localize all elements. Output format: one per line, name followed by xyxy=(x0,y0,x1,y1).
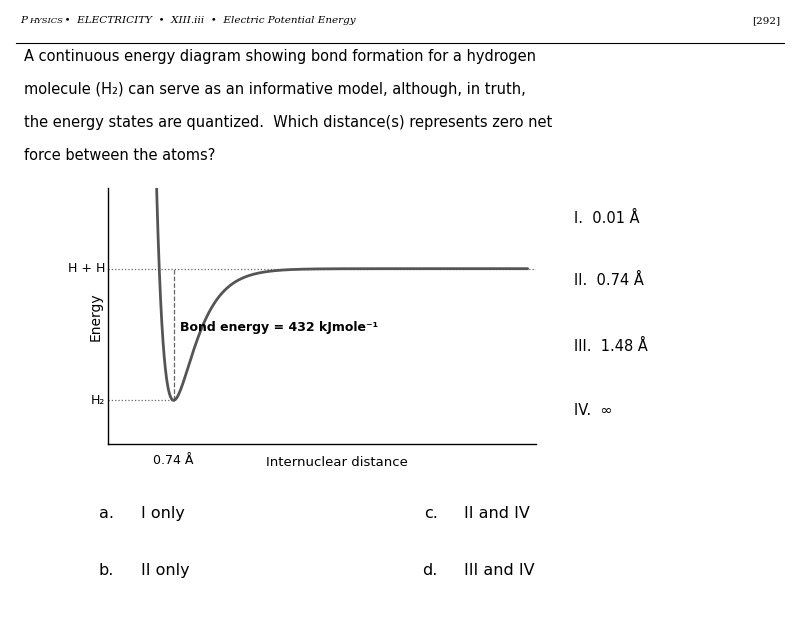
Text: H₂: H₂ xyxy=(91,394,106,407)
Text: III.  1.48 Å: III. 1.48 Å xyxy=(574,339,648,354)
Text: III and IV: III and IV xyxy=(464,563,534,578)
Text: H + H: H + H xyxy=(68,262,106,275)
Text: the energy states are quantized.  Which distance(s) represents zero net: the energy states are quantized. Which d… xyxy=(24,115,552,130)
Text: A continuous energy diagram showing bond formation for a hydrogen: A continuous energy diagram showing bond… xyxy=(24,49,536,64)
Text: II and IV: II and IV xyxy=(464,505,530,521)
Text: 0.74 Å: 0.74 Å xyxy=(154,453,194,466)
Text: II only: II only xyxy=(141,563,189,578)
Text: d.: d. xyxy=(422,563,438,578)
Text: I.  0.01 Å: I. 0.01 Å xyxy=(574,212,639,226)
Text: I only: I only xyxy=(141,505,185,521)
Text: a.: a. xyxy=(99,505,114,521)
Text: c.: c. xyxy=(424,505,438,521)
Text: HYSICS: HYSICS xyxy=(29,17,62,25)
Text: •  ELECTRICITY  •  XIII.iii  •  Electric Potential Energy: • ELECTRICITY • XIII.iii • Electric Pote… xyxy=(58,16,355,25)
Text: molecule (H₂) can serve as an informative model, although, in truth,: molecule (H₂) can serve as an informativ… xyxy=(24,82,526,97)
Text: [292]: [292] xyxy=(752,16,780,25)
Text: Internuclear distance: Internuclear distance xyxy=(266,456,408,469)
Text: b.: b. xyxy=(99,563,114,578)
Text: II.  0.74 Å: II. 0.74 Å xyxy=(574,273,644,288)
Text: P: P xyxy=(20,16,27,25)
Text: Bond energy = 432 kJmole⁻¹: Bond energy = 432 kJmole⁻¹ xyxy=(180,321,378,334)
Y-axis label: Energy: Energy xyxy=(89,292,102,341)
Text: force between the atoms?: force between the atoms? xyxy=(24,148,215,163)
Text: IV.  ∞: IV. ∞ xyxy=(574,404,613,418)
